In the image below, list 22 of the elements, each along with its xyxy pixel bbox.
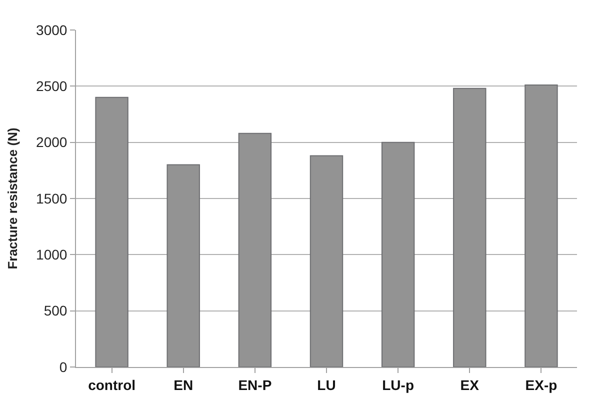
bar [310, 155, 344, 367]
y-tick-label: 2500 [36, 78, 68, 94]
x-tick-label: EX-p [525, 376, 558, 393]
bar [524, 84, 558, 367]
y-tick-label: 2000 [36, 134, 68, 150]
x-tick-label: LU-p [382, 376, 414, 393]
x-tick-label: EN [174, 376, 194, 393]
bar [166, 164, 200, 367]
y-tick-label: 500 [44, 302, 68, 319]
bar [238, 132, 272, 367]
x-tick-label: LU [317, 376, 336, 393]
y-tick-label: 3000 [36, 22, 68, 38]
bar [381, 142, 415, 367]
x-tick-label: control [88, 376, 136, 393]
bar [453, 88, 486, 367]
y-tick-label: 1000 [36, 246, 68, 263]
x-tick-label: EX [460, 376, 480, 393]
y-tick-label: 0 [59, 358, 68, 375]
x-tick-label: EN-P [238, 376, 272, 393]
bar [95, 96, 128, 367]
y-axis-title: Fracture resistance (N) [4, 128, 20, 270]
y-tick-label: 1500 [36, 190, 68, 206]
